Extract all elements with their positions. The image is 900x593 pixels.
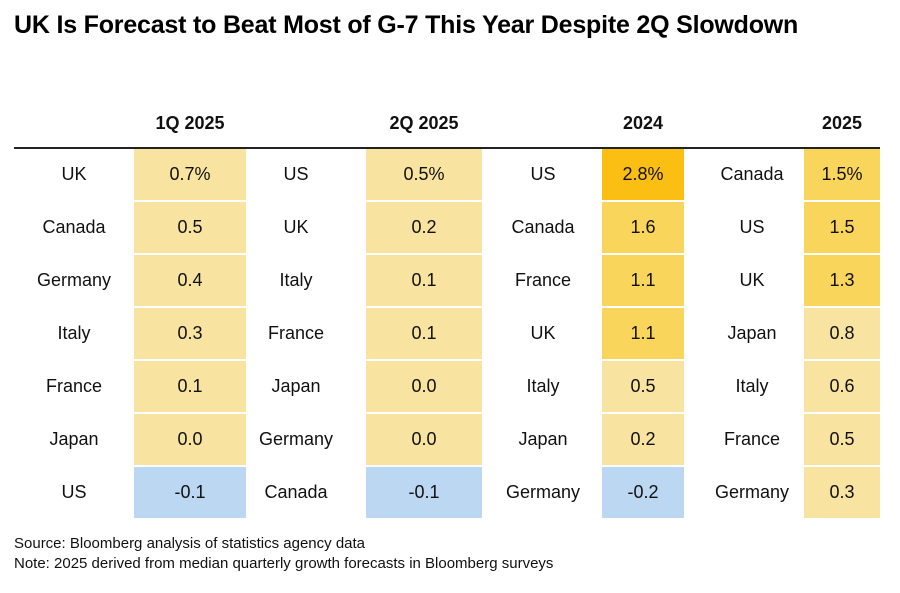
chart-title: UK Is Forecast to Beat Most of G-7 This … bbox=[14, 11, 799, 39]
country-label: US bbox=[530, 164, 556, 184]
country-label: Japan bbox=[727, 323, 777, 343]
country-label: Japan bbox=[49, 429, 99, 449]
column-header: 2024 bbox=[622, 113, 664, 133]
value-cell: 1.1 bbox=[602, 255, 684, 306]
value-cell: 0.0 bbox=[366, 361, 482, 412]
column-header: 1Q 2025 bbox=[155, 113, 225, 133]
country-label: Japan bbox=[518, 429, 568, 449]
value-cell: 0.4 bbox=[134, 255, 246, 306]
value-cell: 0.0 bbox=[366, 414, 482, 465]
country-label: Italy bbox=[57, 323, 91, 343]
header-rule bbox=[14, 147, 880, 149]
country-label: US bbox=[283, 164, 309, 184]
method-note: Note: 2025 derived from median quarterly… bbox=[14, 555, 554, 572]
value-cell: 0.3 bbox=[134, 308, 246, 359]
value-cell: 1.5 bbox=[804, 202, 880, 253]
country-label: France bbox=[45, 376, 103, 396]
country-label: Germany bbox=[36, 270, 112, 290]
country-label: Germany bbox=[258, 429, 334, 449]
value-cell: 0.1 bbox=[366, 308, 482, 359]
source-note: Source: Bloomberg analysis of statistics… bbox=[14, 535, 366, 552]
value-cell: 0.3 bbox=[804, 467, 880, 518]
value-cell: 0.2 bbox=[602, 414, 684, 465]
country-label: US bbox=[61, 482, 87, 502]
value-cell: 0.8 bbox=[804, 308, 880, 359]
country-label: UK bbox=[283, 217, 309, 237]
footnotes: Source: Bloomberg analysis of statistics… bbox=[14, 534, 553, 574]
country-label: Japan bbox=[271, 376, 321, 396]
value-cell: 0.5 bbox=[602, 361, 684, 412]
country-label: Canada bbox=[511, 217, 575, 237]
column-header: 2025 bbox=[821, 113, 863, 133]
value-cell: 1.1 bbox=[602, 308, 684, 359]
country-label: France bbox=[723, 429, 781, 449]
value-cell: 0.1 bbox=[134, 361, 246, 412]
country-label: Canada bbox=[42, 217, 106, 237]
value-cell: 0.5% bbox=[366, 149, 482, 200]
value-cell: 0.7% bbox=[134, 149, 246, 200]
country-label: Germany bbox=[714, 482, 790, 502]
value-cell: 1.3 bbox=[804, 255, 880, 306]
value-cell: -0.2 bbox=[602, 467, 684, 518]
column-header: 2Q 2025 bbox=[389, 113, 459, 133]
country-label: Italy bbox=[735, 376, 769, 396]
value-cell: 1.6 bbox=[602, 202, 684, 253]
value-cell: 0.5 bbox=[134, 202, 246, 253]
value-cell: 0.6 bbox=[804, 361, 880, 412]
country-label: Germany bbox=[505, 482, 581, 502]
value-cell: 0.5 bbox=[804, 414, 880, 465]
country-label: France bbox=[267, 323, 325, 343]
country-label: Canada bbox=[264, 482, 328, 502]
country-label: Canada bbox=[720, 164, 784, 184]
country-label: UK bbox=[61, 164, 87, 184]
country-label: UK bbox=[530, 323, 556, 343]
value-cell: -0.1 bbox=[134, 467, 246, 518]
value-cell: 0.1 bbox=[366, 255, 482, 306]
value-cell: -0.1 bbox=[366, 467, 482, 518]
country-label: US bbox=[739, 217, 765, 237]
country-label: Italy bbox=[279, 270, 313, 290]
country-label: UK bbox=[739, 270, 765, 290]
country-label: Italy bbox=[526, 376, 560, 396]
value-cell: 0.2 bbox=[366, 202, 482, 253]
value-cell: 2.8% bbox=[602, 149, 684, 200]
value-cell: 0.0 bbox=[134, 414, 246, 465]
value-cell: 1.5% bbox=[804, 149, 880, 200]
country-label: France bbox=[514, 270, 572, 290]
